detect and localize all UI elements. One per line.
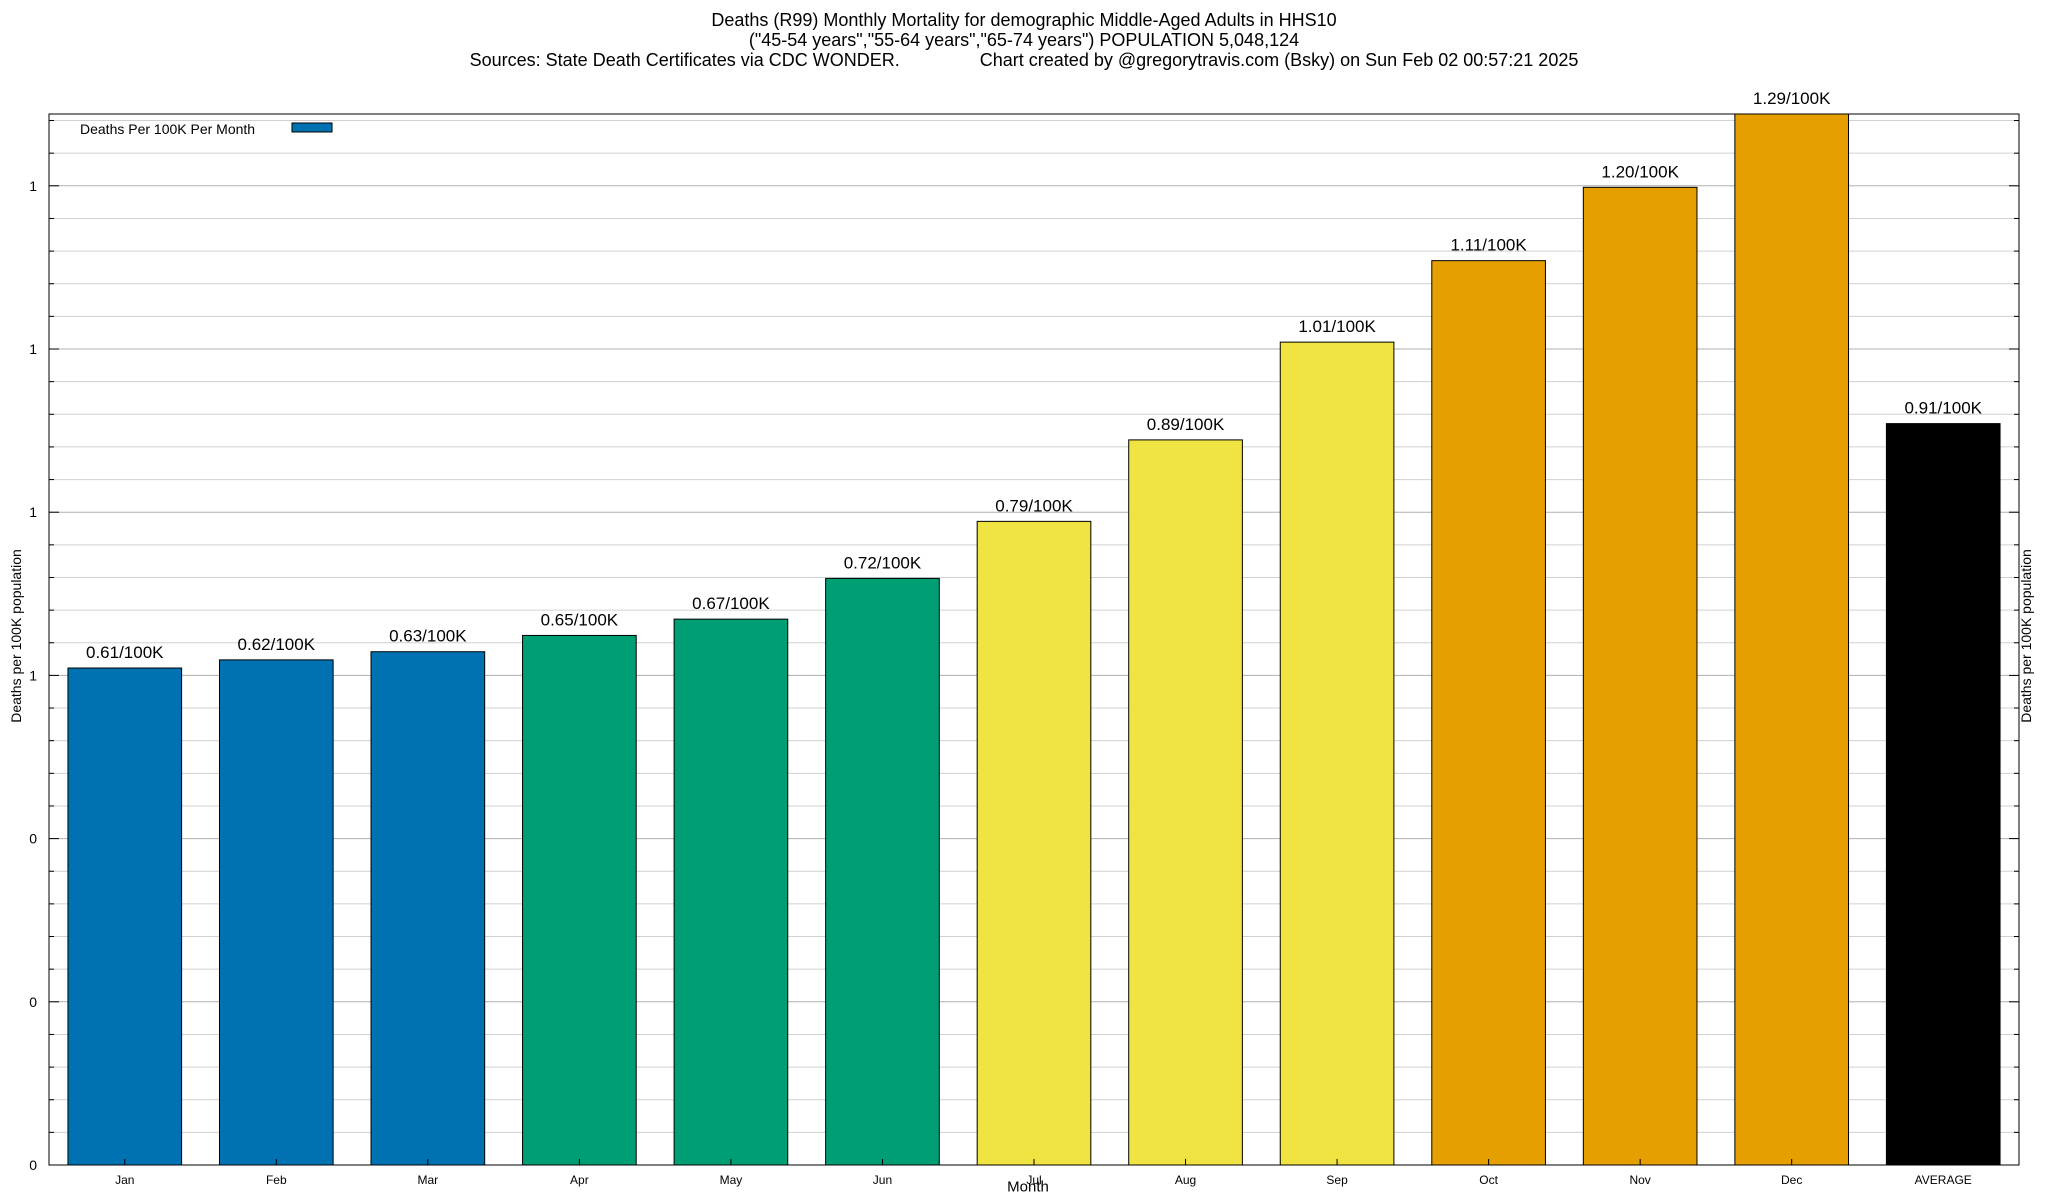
bar (1734, 113, 1850, 1166)
x-tick-label: Aug (1175, 1173, 1196, 1187)
y-tick-label: 0 (29, 831, 37, 847)
y-axis-label-right: Deaths per 100K population (2018, 549, 2034, 723)
x-tick-label: Jun (873, 1173, 892, 1187)
bar-value-label: 1.11/100K (1450, 236, 1527, 255)
bar-value-label: 0.65/100K (541, 610, 619, 629)
bar-value-label: 0.61/100K (86, 643, 164, 662)
bar (1582, 186, 1698, 1166)
y-tick-label: 0 (29, 994, 37, 1010)
chart-title: Deaths (R99) Monthly Mortality for demog… (711, 10, 1337, 30)
bar (67, 667, 183, 1166)
x-tick-label: Sep (1326, 1173, 1348, 1187)
x-tick-label: Mar (418, 1173, 439, 1187)
x-tick-label: Nov (1629, 1173, 1650, 1187)
y-tick-label: 1 (29, 178, 37, 194)
bar (825, 577, 940, 1166)
y-tick-label: 1 (29, 667, 37, 683)
bar (218, 659, 334, 1166)
bar-value-label: 0.91/100K (1904, 399, 1982, 418)
x-axis-label: Month (1007, 1178, 1049, 1196)
bar-value-label: 1.01/100K (1298, 317, 1376, 336)
bar (370, 651, 486, 1166)
legend-label: Deaths Per 100K Per Month (80, 121, 255, 137)
x-tick-label: Apr (570, 1173, 589, 1187)
bar-value-label: 1.20/100K (1601, 162, 1679, 181)
bar-value-label: 0.72/100K (844, 553, 922, 572)
bar (1431, 260, 1546, 1166)
legend-swatch (291, 122, 333, 133)
bar-value-label: 0.63/100K (389, 627, 467, 646)
y-tick-label: 1 (29, 341, 37, 357)
bar (1885, 423, 2001, 1166)
bar-value-label: 0.79/100K (995, 496, 1073, 515)
chart-subtitle: ("45-54 years","55-64 years","65-74 year… (748, 30, 1300, 50)
bar-value-label: 0.89/100K (1147, 415, 1225, 434)
bar-value-label: 0.62/100K (238, 635, 316, 654)
bar (1128, 439, 1243, 1166)
bar-value-label: 0.67/100K (692, 594, 770, 613)
y-tick-label: 0 (29, 1157, 37, 1173)
plot-border (48, 113, 2020, 1166)
x-tick-label: Dec (1781, 1173, 1802, 1187)
bar-value-label: 1.29/100K (1753, 89, 1831, 108)
chart-source-line: Sources: State Death Certificates via CD… (469, 50, 1579, 70)
bar (1279, 341, 1395, 1166)
x-tick-label: Jan (115, 1173, 134, 1187)
x-tick-label: May (720, 1173, 743, 1187)
bar (673, 618, 789, 1166)
chart-title-block: Deaths (R99) Monthly Mortality for demog… (0, 10, 2048, 70)
x-tick-label: AVERAGE (1915, 1173, 1972, 1187)
x-tick-label: Jul (1026, 1173, 1041, 1187)
y-axis-label-left: Deaths per 100K population (8, 549, 24, 723)
bar (976, 520, 1092, 1166)
y-tick-label: 1 (29, 504, 37, 520)
x-tick-label: Feb (266, 1173, 287, 1187)
bar (522, 634, 637, 1166)
x-tick-label: Oct (1479, 1173, 1498, 1187)
